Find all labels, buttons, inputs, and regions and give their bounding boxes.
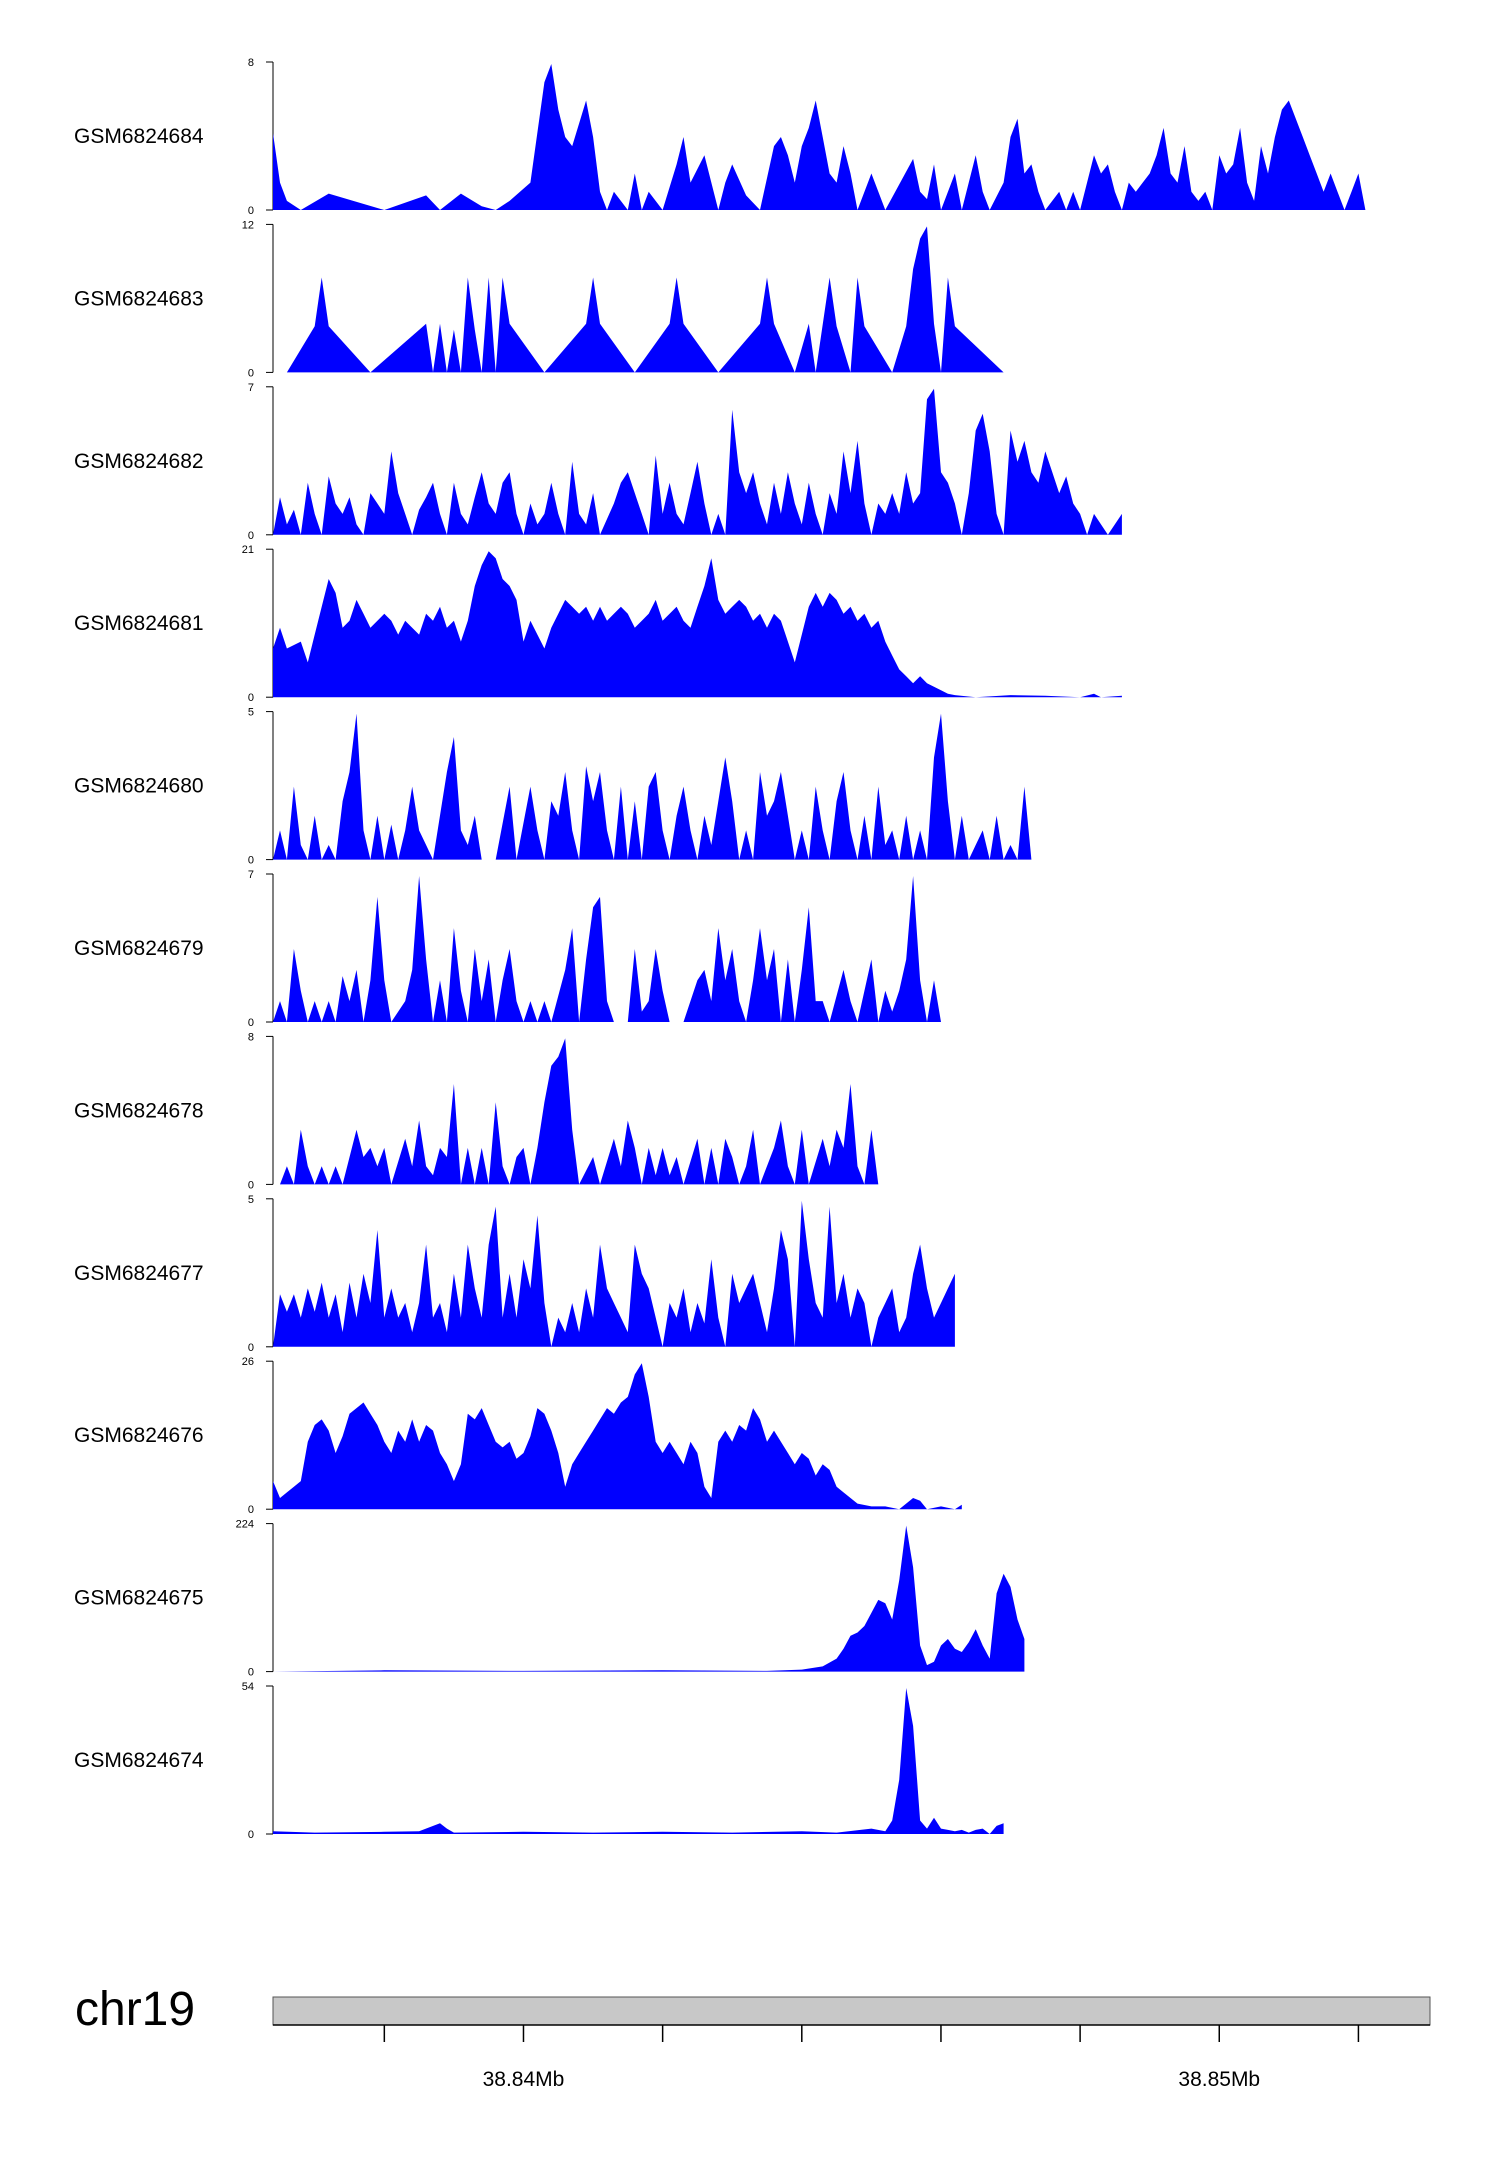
coverage-area xyxy=(273,1200,955,1347)
track-label: GSM6824674 xyxy=(74,1749,204,1772)
y-min-label: 0 xyxy=(248,855,254,867)
track-label: GSM6824682 xyxy=(74,450,204,473)
track-GSM6824681: GSM6824681 21 0 xyxy=(74,544,1122,704)
coverage-area xyxy=(273,713,1032,860)
chromosome-label: chr19 xyxy=(75,1983,195,2036)
y-min-label: 0 xyxy=(248,367,254,379)
y-max-label: 26 xyxy=(242,1356,254,1368)
y-max-label: 8 xyxy=(248,1031,254,1043)
y-max-label: 12 xyxy=(242,219,254,231)
y-min-label: 0 xyxy=(248,1179,254,1191)
genome-axis-ticks: 38.84Mb 38.85Mb xyxy=(383,2025,1360,2091)
y-min-label: 0 xyxy=(248,692,254,704)
coverage-area xyxy=(273,388,1122,535)
track-label: GSM6824676 xyxy=(74,1424,204,1447)
y-max-label: 5 xyxy=(248,707,254,719)
track-label: GSM6824684 xyxy=(74,125,204,148)
coverage-area xyxy=(273,1525,1025,1672)
y-min-label: 0 xyxy=(248,205,254,217)
track-GSM6824684: GSM6824684 8 0 xyxy=(74,57,1366,217)
y-min-label: 0 xyxy=(248,1667,254,1679)
track-GSM6824676: GSM6824676 26 0 xyxy=(74,1356,962,1516)
track-label: GSM6824680 xyxy=(74,775,204,798)
y-min-label: 0 xyxy=(248,530,254,542)
y-max-label: 54 xyxy=(242,1681,254,1693)
coverage-area xyxy=(273,64,1366,210)
coverage-area xyxy=(280,1038,886,1185)
genome-tick-label: 38.84Mb xyxy=(483,2068,565,2091)
track-GSM6824678: GSM6824678 8 0 xyxy=(74,1031,886,1191)
track-label: GSM6824675 xyxy=(74,1587,204,1610)
track-GSM6824675: GSM6824675 224 0 xyxy=(74,1519,1025,1679)
coverage-area xyxy=(273,1363,962,1510)
y-max-label: 5 xyxy=(248,1194,254,1206)
track-label: GSM6824681 xyxy=(74,612,204,635)
track-GSM6824679: GSM6824679 7 0 xyxy=(74,869,941,1029)
track-GSM6824674: GSM6824674 54 0 xyxy=(74,1681,1004,1841)
coverage-area xyxy=(286,226,1004,373)
coverage-tracks: GSM682468480GSM6824683120GSM682468270GSM… xyxy=(74,57,1366,1841)
y-min-label: 0 xyxy=(248,1017,254,1029)
y-max-label: 8 xyxy=(248,57,254,69)
coverage-area xyxy=(273,551,1122,698)
coverage-area xyxy=(273,1688,1004,1834)
track-GSM6824682: GSM6824682 7 0 xyxy=(74,382,1122,542)
y-max-label: 7 xyxy=(248,382,254,394)
track-label: GSM6824678 xyxy=(74,1099,204,1122)
track-label: GSM6824679 xyxy=(74,937,204,960)
genome-tick-label: 38.85Mb xyxy=(1178,2068,1260,2091)
track-label: GSM6824683 xyxy=(74,287,204,310)
track-label: GSM6824677 xyxy=(74,1262,204,1285)
track-GSM6824677: GSM6824677 5 0 xyxy=(74,1194,955,1354)
y-min-label: 0 xyxy=(248,1342,254,1354)
y-max-label: 21 xyxy=(242,544,254,556)
chromosome-ideogram xyxy=(272,1996,1431,2026)
track-GSM6824680: GSM6824680 5 0 xyxy=(74,707,1032,867)
y-min-label: 0 xyxy=(248,1829,254,1841)
y-max-label: 224 xyxy=(236,1519,254,1531)
y-min-label: 0 xyxy=(248,1504,254,1516)
track-GSM6824683: GSM6824683 12 0 xyxy=(74,219,1004,379)
coverage-area xyxy=(273,876,941,1022)
y-max-label: 7 xyxy=(248,869,254,881)
